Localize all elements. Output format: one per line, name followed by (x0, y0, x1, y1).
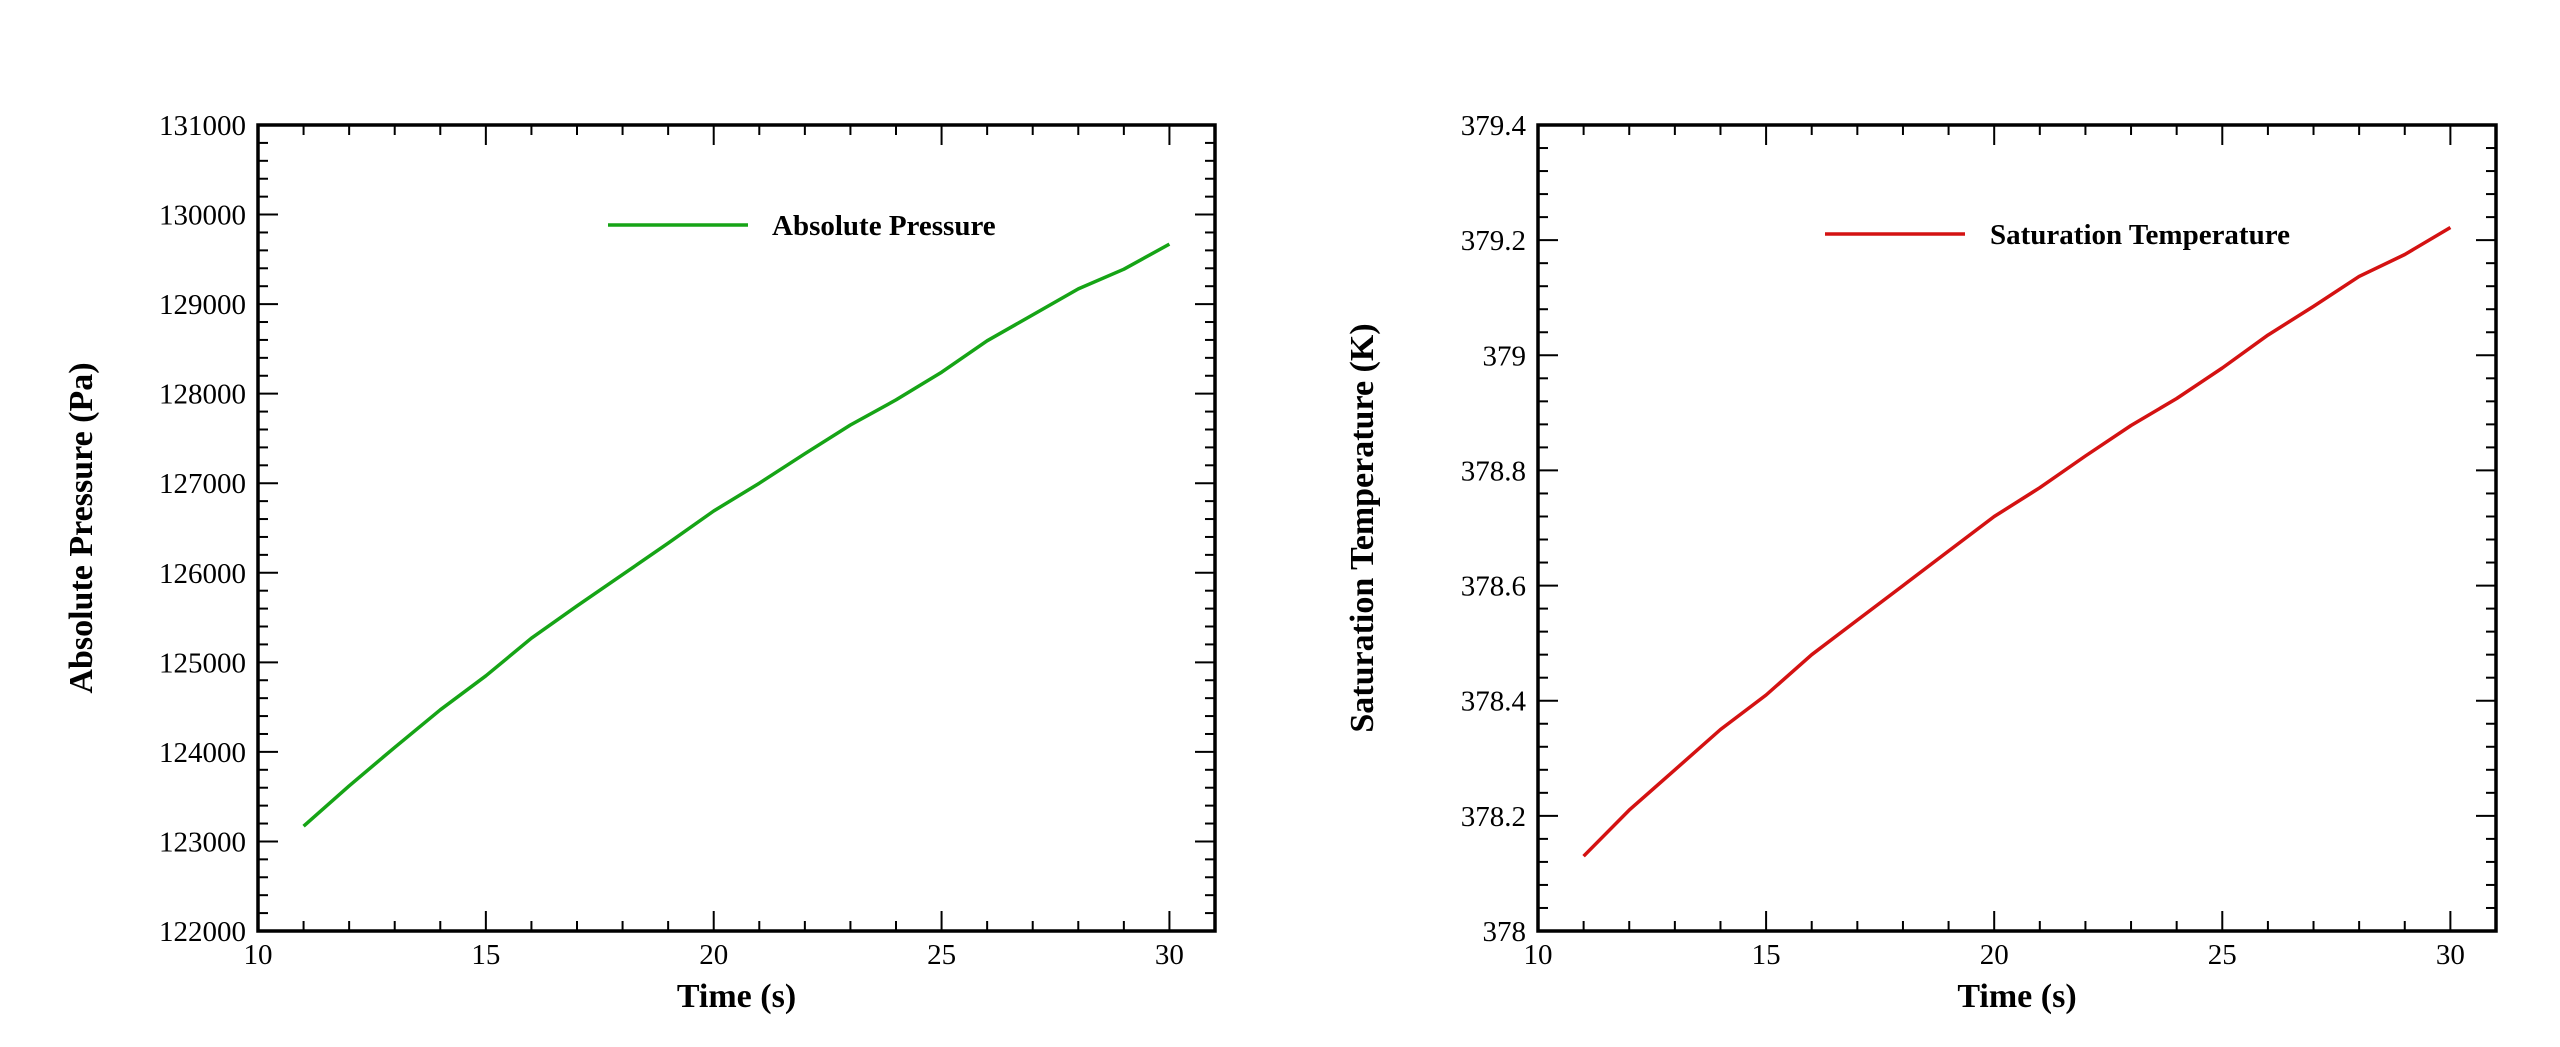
y-tick-label: 125000 (159, 647, 246, 679)
pressure-chart: 10 15 20 25 30 122000 123000 124000 125000 126000… (63, 110, 1217, 1015)
y-tick-label: 379.4 (1461, 110, 1527, 142)
temperature-chart: 10 15 20 25 30 378 378.2 378.4 378.6 378.8 379 379.… (1344, 110, 2498, 1015)
y-tick-label: 378.8 (1461, 455, 1526, 487)
y-tick-label: 126000 (159, 558, 246, 590)
x-tick-label: 10 (244, 939, 273, 971)
x-axis-title: Time (s) (677, 978, 796, 1015)
plot-frame (256, 123, 1217, 933)
y-tick-label: 378.4 (1461, 686, 1527, 718)
legend-label: Absolute Pressure (772, 210, 996, 242)
x-tick-label: 30 (2436, 939, 2465, 971)
x-tick-label: 25 (927, 939, 956, 971)
y-tick-label: 379.2 (1461, 225, 1526, 257)
y-tick-label: 379 (1483, 340, 1527, 372)
y-axis-title: Saturation Temperature (K) (1344, 323, 1381, 732)
series-line (1582, 225, 2452, 858)
x-tick-label: 30 (1155, 939, 1184, 971)
y-tick-label: 128000 (159, 379, 246, 411)
y-tick-label: 122000 (159, 916, 246, 948)
x-tick-label: 20 (1980, 939, 2009, 971)
y-tick-label: 129000 (159, 289, 246, 321)
y-tick-label: 131000 (159, 110, 246, 142)
y-tick-label: 127000 (159, 468, 246, 500)
x-tick-label: 10 (1524, 939, 1553, 971)
y-axis-title: Absolute Pressure (Pa) (63, 362, 100, 693)
legend-label: Saturation Temperature (1990, 219, 2290, 251)
x-tick-label: 15 (471, 939, 500, 971)
y-tick-label: 123000 (159, 826, 246, 858)
x-axis-title: Time (s) (1957, 978, 2076, 1015)
y-tick-label: 378.6 (1461, 571, 1526, 603)
x-tick-label: 25 (2208, 939, 2237, 971)
x-tick-label: 20 (699, 939, 728, 971)
plot-frame (1536, 123, 2498, 933)
y-tick-label: 124000 (159, 737, 246, 769)
series-line (302, 242, 1171, 828)
y-tick-label: 378 (1483, 916, 1527, 948)
y-tick-label: 130000 (159, 200, 246, 232)
x-tick-label: 15 (1752, 939, 1781, 971)
y-tick-label: 378.2 (1461, 801, 1526, 833)
